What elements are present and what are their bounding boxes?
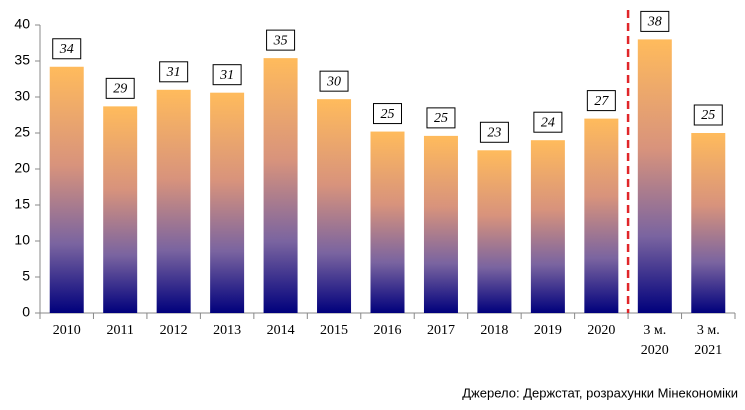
bar <box>103 106 138 313</box>
bar <box>263 58 298 314</box>
bar <box>691 133 726 313</box>
x-tick-label: 2012 <box>160 323 188 338</box>
x-tick-label-line: 3 м. <box>643 323 666 338</box>
y-tick-label: 25 <box>14 124 30 140</box>
source-note: Джерело: Держстат, розрахунки Мінекономі… <box>462 385 738 400</box>
x-tick-label: 2015 <box>320 323 348 338</box>
bar <box>210 92 245 314</box>
bar <box>584 118 619 313</box>
value-label-box <box>426 107 456 129</box>
value-label: 24 <box>541 115 555 130</box>
y-tick-label: 20 <box>14 160 30 176</box>
x-tick-label-line: 3 м. <box>697 323 720 338</box>
value-label: 29 <box>113 82 127 97</box>
value-label-box <box>693 104 723 126</box>
value-label-box <box>52 38 82 60</box>
bar <box>637 39 672 314</box>
x-tick-label-line: 2020 <box>641 343 669 358</box>
x-tick-label: 2010 <box>53 323 81 338</box>
value-label: 25 <box>434 111 448 126</box>
value-label: 35 <box>273 33 288 48</box>
x-tick-label: 2019 <box>534 323 562 338</box>
y-tick-label: 35 <box>14 52 30 68</box>
bar <box>423 135 458 313</box>
x-tick-label: 2018 <box>480 323 508 338</box>
y-tick-label: 0 <box>22 304 30 320</box>
value-label-box <box>266 29 296 51</box>
bar <box>49 66 84 313</box>
value-label: 34 <box>59 42 74 57</box>
value-label-box <box>479 121 509 143</box>
y-tick-label: 15 <box>14 196 30 212</box>
x-tick-label: 3 м. 2021 <box>694 323 722 358</box>
bar <box>156 89 191 313</box>
x-tick-label-line: 2021 <box>694 343 722 358</box>
value-label-box <box>640 10 670 32</box>
y-tick-label: 30 <box>14 88 30 104</box>
x-tick-label: 2016 <box>374 323 402 338</box>
value-label: 25 <box>381 107 395 122</box>
x-tick-label: 3 м. 2020 <box>641 323 669 358</box>
bar <box>530 140 565 313</box>
value-label: 31 <box>166 65 181 80</box>
bar <box>317 99 352 313</box>
x-tick-label: 2014 <box>267 323 295 338</box>
value-label-box <box>533 111 563 133</box>
y-tick-label: 40 <box>14 16 30 32</box>
value-label: 38 <box>647 15 662 30</box>
y-tick-label: 5 <box>22 268 30 284</box>
bar <box>370 131 405 313</box>
value-label: 31 <box>219 68 234 83</box>
x-tick-label: 2013 <box>213 323 241 338</box>
value-label-box <box>586 90 616 112</box>
x-tick-label: 2017 <box>427 323 455 338</box>
value-label: 27 <box>594 94 609 109</box>
value-label-box <box>105 77 135 99</box>
x-tick-label: 2011 <box>106 323 133 338</box>
value-label-box <box>159 61 189 83</box>
bar <box>477 150 512 313</box>
value-label-box <box>319 70 349 92</box>
value-label: 25 <box>701 108 715 123</box>
value-label-box <box>373 103 402 125</box>
y-tick-label: 10 <box>14 232 30 248</box>
value-label: 30 <box>326 74 341 89</box>
value-label-box <box>212 64 242 86</box>
value-label: 23 <box>487 125 501 140</box>
x-tick-label: 2020 <box>587 323 615 338</box>
